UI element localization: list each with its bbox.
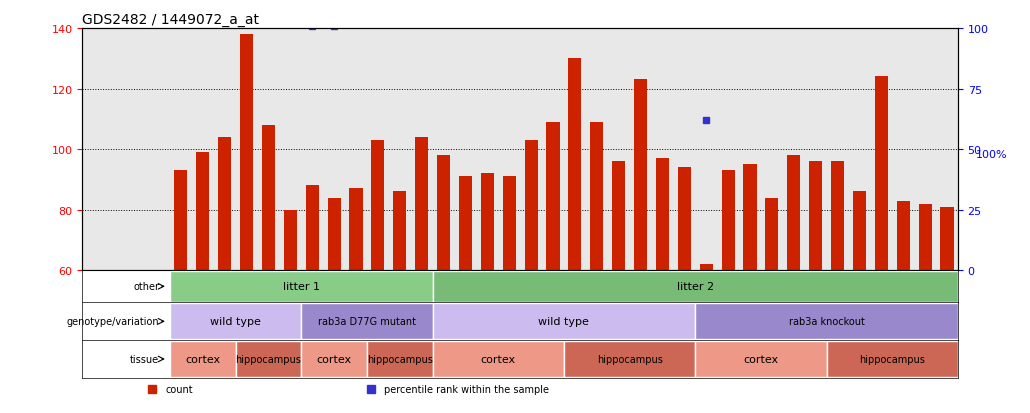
Bar bbox=[174, 171, 187, 271]
Bar bbox=[919, 204, 932, 271]
Bar bbox=[744, 165, 757, 271]
Text: GDS2482 / 1449072_a_at: GDS2482 / 1449072_a_at bbox=[82, 12, 260, 26]
Text: rab3a D77G mutant: rab3a D77G mutant bbox=[318, 316, 416, 327]
Bar bbox=[656, 159, 670, 271]
FancyBboxPatch shape bbox=[170, 304, 302, 339]
FancyBboxPatch shape bbox=[236, 341, 302, 377]
Text: cortex: cortex bbox=[744, 354, 779, 364]
Bar bbox=[787, 156, 800, 271]
Text: genotype/variation: genotype/variation bbox=[66, 316, 159, 327]
Text: hippocampus: hippocampus bbox=[859, 354, 925, 364]
Bar bbox=[524, 141, 538, 271]
Bar bbox=[284, 210, 297, 271]
Bar bbox=[612, 162, 625, 271]
Bar bbox=[415, 138, 428, 271]
Text: count: count bbox=[166, 384, 194, 394]
Bar bbox=[722, 171, 734, 271]
Text: cortex: cortex bbox=[316, 354, 351, 364]
Text: wild type: wild type bbox=[210, 316, 261, 327]
Text: percentile rank within the sample: percentile rank within the sample bbox=[384, 384, 549, 394]
Y-axis label: 100%: 100% bbox=[975, 150, 1007, 160]
Bar bbox=[481, 174, 494, 271]
Text: hippocampus: hippocampus bbox=[596, 354, 662, 364]
Bar bbox=[897, 201, 909, 271]
Bar bbox=[546, 123, 559, 271]
Text: litter 1: litter 1 bbox=[283, 282, 319, 292]
Bar bbox=[765, 198, 779, 271]
Bar bbox=[240, 35, 253, 271]
Bar bbox=[218, 138, 231, 271]
Bar bbox=[634, 80, 647, 271]
FancyBboxPatch shape bbox=[170, 271, 433, 302]
FancyBboxPatch shape bbox=[302, 341, 367, 377]
FancyBboxPatch shape bbox=[695, 304, 958, 339]
Text: cortex: cortex bbox=[481, 354, 516, 364]
Bar bbox=[459, 177, 472, 271]
Bar bbox=[196, 153, 209, 271]
Bar bbox=[699, 264, 713, 271]
FancyBboxPatch shape bbox=[695, 341, 826, 377]
FancyBboxPatch shape bbox=[170, 341, 236, 377]
Bar bbox=[874, 77, 888, 271]
Bar bbox=[306, 186, 319, 271]
Bar bbox=[678, 168, 691, 271]
FancyBboxPatch shape bbox=[433, 271, 958, 302]
Bar bbox=[262, 126, 275, 271]
Text: rab3a knockout: rab3a knockout bbox=[789, 316, 864, 327]
Bar bbox=[393, 192, 406, 271]
Text: other: other bbox=[133, 282, 159, 292]
Bar bbox=[831, 162, 845, 271]
Text: litter 2: litter 2 bbox=[677, 282, 714, 292]
Bar bbox=[590, 123, 604, 271]
Text: tissue: tissue bbox=[130, 354, 159, 364]
Bar bbox=[810, 162, 822, 271]
Text: cortex: cortex bbox=[185, 354, 220, 364]
Bar bbox=[349, 189, 363, 271]
Bar bbox=[569, 59, 581, 271]
Text: hippocampus: hippocampus bbox=[367, 354, 433, 364]
Text: hippocampus: hippocampus bbox=[236, 354, 302, 364]
FancyBboxPatch shape bbox=[302, 304, 433, 339]
Bar bbox=[437, 156, 450, 271]
Bar bbox=[372, 141, 384, 271]
FancyBboxPatch shape bbox=[826, 341, 958, 377]
Bar bbox=[853, 192, 866, 271]
Bar bbox=[328, 198, 341, 271]
FancyBboxPatch shape bbox=[564, 341, 695, 377]
Bar bbox=[503, 177, 516, 271]
FancyBboxPatch shape bbox=[367, 341, 433, 377]
FancyBboxPatch shape bbox=[433, 341, 564, 377]
FancyBboxPatch shape bbox=[433, 304, 695, 339]
Text: wild type: wild type bbox=[539, 316, 589, 327]
Bar bbox=[940, 207, 954, 271]
